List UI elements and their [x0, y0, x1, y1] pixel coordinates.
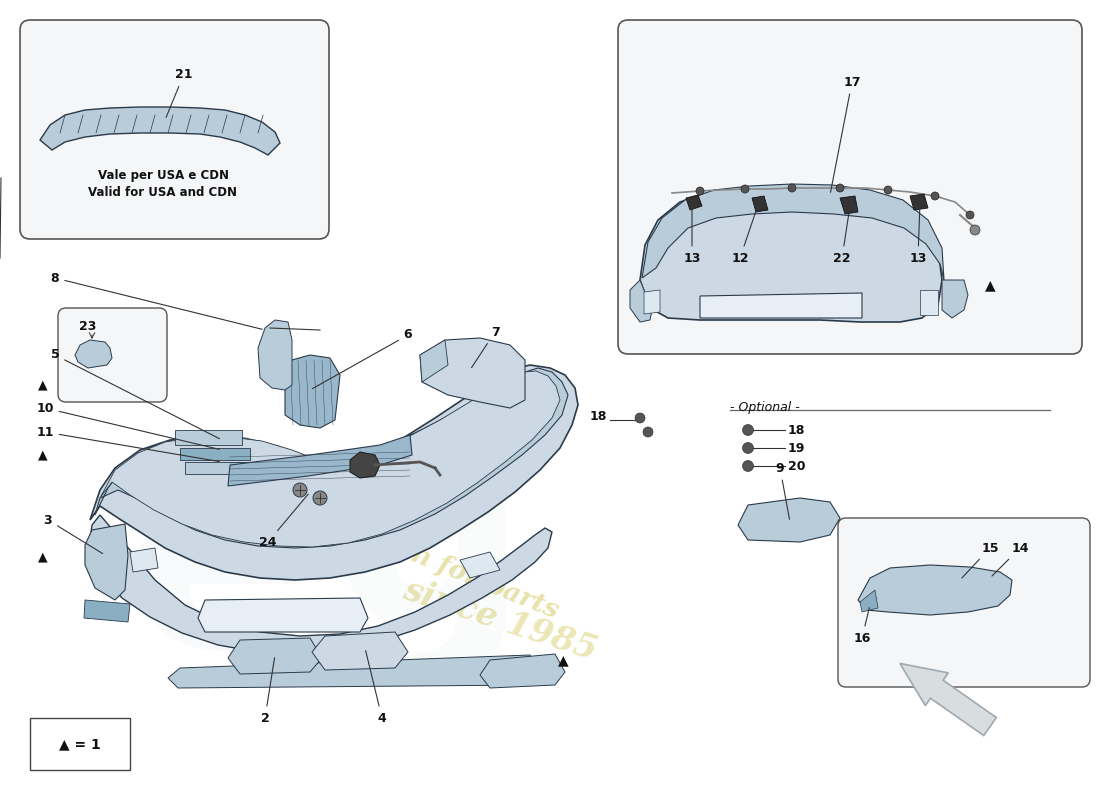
Circle shape [970, 225, 980, 235]
Text: 21: 21 [166, 68, 192, 118]
Polygon shape [480, 654, 565, 688]
Text: 18: 18 [590, 410, 607, 422]
Text: 12: 12 [732, 208, 757, 265]
Polygon shape [700, 293, 862, 318]
Polygon shape [90, 515, 552, 654]
Polygon shape [644, 290, 660, 314]
Text: ▲ = 1: ▲ = 1 [59, 737, 101, 751]
Text: 22: 22 [834, 209, 850, 265]
Text: 15: 15 [961, 542, 999, 578]
Text: ▲: ▲ [39, 550, 47, 563]
Text: 10: 10 [36, 402, 219, 450]
Polygon shape [752, 196, 768, 212]
Polygon shape [910, 194, 928, 210]
FancyBboxPatch shape [20, 20, 329, 239]
Text: 6: 6 [312, 329, 412, 389]
Polygon shape [168, 655, 540, 688]
Circle shape [931, 192, 939, 200]
Polygon shape [175, 430, 242, 445]
Bar [30, 718, 130, 770]
Polygon shape [460, 552, 500, 578]
Circle shape [314, 491, 327, 505]
Text: 13: 13 [910, 205, 926, 265]
Text: ▲: ▲ [39, 448, 47, 461]
Text: 2: 2 [261, 658, 275, 725]
Polygon shape [642, 184, 944, 280]
Text: 20: 20 [788, 459, 805, 473]
Circle shape [741, 185, 749, 193]
Text: 18: 18 [788, 423, 805, 437]
Polygon shape [95, 368, 568, 548]
Text: ▲: ▲ [39, 378, 47, 391]
Circle shape [788, 184, 796, 192]
Circle shape [696, 187, 704, 195]
Text: 5: 5 [51, 349, 220, 438]
Text: 9: 9 [776, 462, 790, 519]
Polygon shape [285, 355, 340, 428]
Text: 17: 17 [830, 75, 860, 192]
Text: e: e [125, 435, 315, 705]
Polygon shape [180, 448, 250, 460]
Text: 13: 13 [683, 206, 701, 265]
Polygon shape [100, 371, 560, 547]
Polygon shape [840, 196, 858, 214]
Circle shape [884, 186, 892, 194]
Circle shape [742, 461, 754, 471]
Polygon shape [90, 365, 578, 580]
Polygon shape [420, 340, 448, 382]
Polygon shape [350, 452, 380, 478]
Polygon shape [198, 598, 368, 632]
Text: 8: 8 [51, 271, 262, 330]
Circle shape [635, 413, 645, 423]
Text: ▲: ▲ [984, 278, 996, 292]
Text: Vale per USA e CDN: Vale per USA e CDN [98, 169, 229, 182]
Polygon shape [258, 320, 292, 390]
Polygon shape [228, 435, 412, 486]
Polygon shape [75, 340, 112, 368]
Circle shape [742, 425, 754, 435]
Polygon shape [185, 462, 255, 474]
Text: 19: 19 [788, 442, 805, 454]
Polygon shape [40, 107, 280, 155]
Polygon shape [640, 186, 942, 322]
FancyBboxPatch shape [58, 308, 167, 402]
Text: 14: 14 [992, 542, 1028, 576]
Text: ▲: ▲ [558, 653, 569, 667]
Text: 24: 24 [260, 494, 308, 549]
Text: g: g [331, 415, 529, 685]
Polygon shape [312, 632, 408, 670]
Text: 11: 11 [36, 426, 219, 462]
Text: a passion for parts: a passion for parts [297, 497, 562, 623]
Text: - Optional -: - Optional - [730, 402, 800, 414]
FancyBboxPatch shape [838, 518, 1090, 687]
Polygon shape [900, 663, 997, 735]
Text: 7: 7 [472, 326, 499, 368]
Circle shape [836, 184, 844, 192]
Text: Valid for USA and CDN: Valid for USA and CDN [88, 186, 238, 198]
Polygon shape [420, 338, 525, 408]
Text: 16: 16 [854, 608, 871, 645]
Text: since 1985: since 1985 [399, 573, 601, 667]
Circle shape [966, 211, 974, 219]
Circle shape [293, 483, 307, 497]
Polygon shape [85, 524, 128, 600]
Text: 3: 3 [44, 514, 102, 554]
Circle shape [644, 427, 653, 437]
Circle shape [742, 442, 754, 454]
Polygon shape [686, 195, 702, 210]
Polygon shape [228, 638, 322, 674]
FancyBboxPatch shape [618, 20, 1082, 354]
Text: 23: 23 [79, 320, 97, 333]
Polygon shape [130, 548, 158, 572]
Text: 4: 4 [365, 650, 386, 725]
Polygon shape [942, 280, 968, 318]
Polygon shape [858, 565, 1012, 615]
Polygon shape [860, 590, 878, 612]
Polygon shape [738, 498, 840, 542]
Polygon shape [630, 280, 652, 322]
Polygon shape [920, 290, 938, 315]
Polygon shape [84, 600, 130, 622]
